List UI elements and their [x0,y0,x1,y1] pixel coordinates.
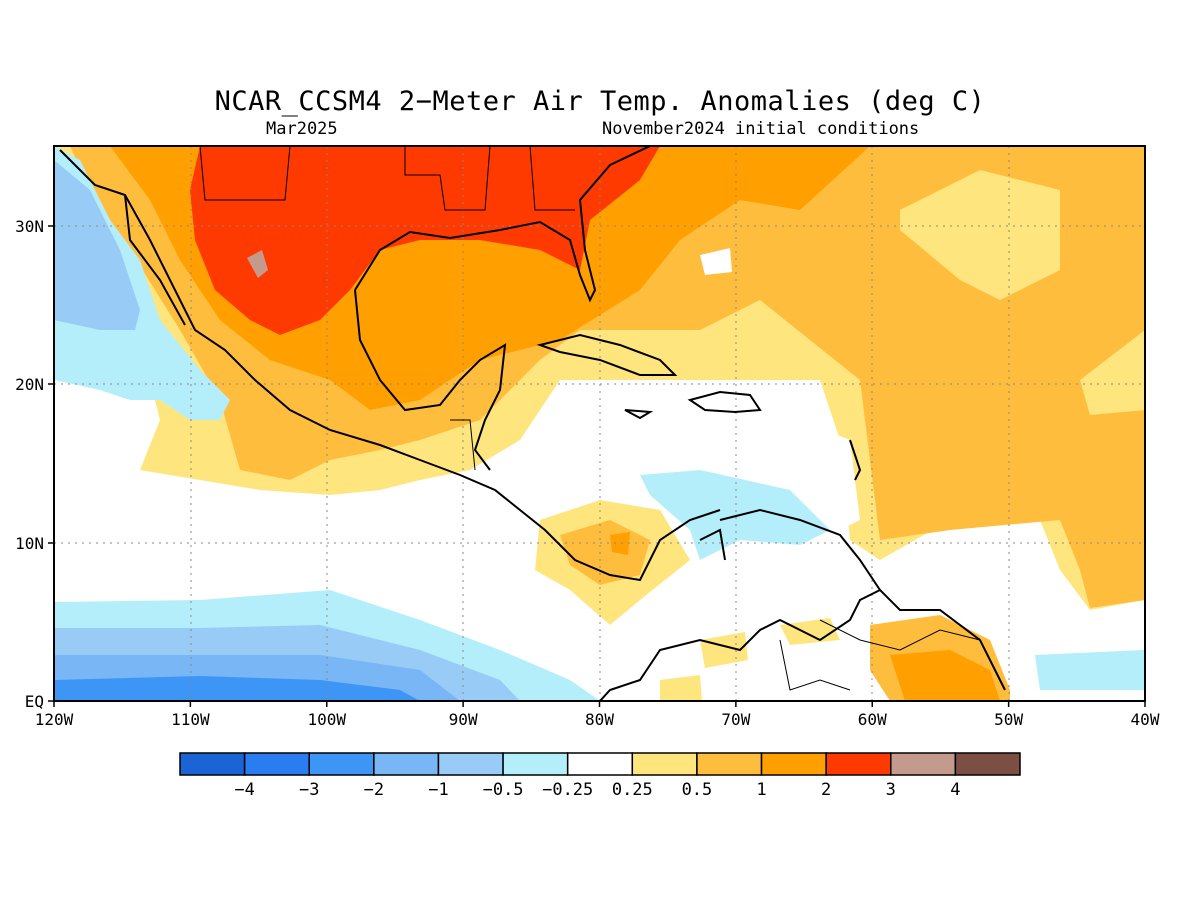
lon-tick-label: 50W [994,710,1023,729]
guiana-warm-1 [890,650,1000,701]
colorbar-swatch [825,752,892,776]
lon-tick-label: 40W [1131,710,1160,729]
colorbar-swatch [308,752,375,776]
colorbar-swatch [243,752,310,776]
colorbar-label: 1 [756,780,766,800]
colorbar-label: −0.5 [483,780,524,800]
initial-conditions: November2024 initial conditions [602,119,920,139]
caribbean-cool [640,470,830,560]
colorbar-label: 4 [950,780,960,800]
colorbar-swatch [437,752,504,776]
colorbar-swatch [502,752,569,776]
lat-tick-label: 20N [15,375,44,394]
sa-warm-patch-3 [780,618,840,645]
forecast-month: Mar2025 [266,119,338,139]
lon-tick-label: 90W [449,710,478,729]
lat-tick-label: EQ [25,692,44,711]
lon-tick-label: 110W [171,710,210,729]
neutral-patch [700,248,732,275]
colorbar-label: 0.25 [612,780,653,800]
longitude-axis: 120W 110W 100W 90W 80W 70W 60W 50W 40W [35,701,1160,729]
pacific-cool-05 [54,160,140,330]
warm-025-patch-far-east [1080,330,1145,415]
lat-tick-label: 30N [15,217,44,236]
colorbar-label: −3 [299,780,319,800]
colorbar: −4 −3 −2 −1 −0.5 −0.25 0.25 0.5 1 2 3 4 [179,752,1021,800]
lon-tick-label: 120W [35,710,74,729]
warm-2-area [190,146,660,335]
sa-warm-patch-2 [660,675,702,701]
colorbar-swatch [760,752,827,776]
grid-lines [54,146,1145,701]
borders [199,146,981,691]
colorbar-swatch [696,752,763,776]
lat-tick-label: 10N [15,534,44,553]
eq-cool-2 [54,676,420,701]
panama-warm-1 [610,532,630,555]
colorbar-label: 0.5 [682,780,713,800]
atlantic-cool-patch [1035,650,1145,690]
lon-tick-label: 60W [858,710,887,729]
lon-tick-label: 70W [721,710,750,729]
colorbar-swatch [566,752,634,776]
warm-3-patch [247,250,268,278]
colorbar-swatch [373,752,440,776]
anomaly-field [54,146,1145,701]
map-title: NCAR_CCSM4 2−Meter Air Temp. Anomalies (… [214,86,986,117]
colorbar-label: −4 [234,780,254,800]
colorbar-label: −0.25 [542,780,593,800]
warm-025-patch-east [900,170,1060,300]
colorbar-swatch [179,752,246,776]
colorbar-swatch [954,752,1021,776]
colorbar-label: −2 [364,780,384,800]
colorbar-label: 2 [821,780,831,800]
colorbar-swatch [890,752,957,776]
lon-tick-label: 100W [307,710,346,729]
coastlines [59,146,1006,701]
colorbar-swatch [631,752,698,776]
latitude-axis: EQ 10N 20N 30N [15,217,54,711]
colorbar-label: 3 [886,780,896,800]
lon-tick-label: 80W [585,710,614,729]
colorbar-label: −1 [428,780,448,800]
